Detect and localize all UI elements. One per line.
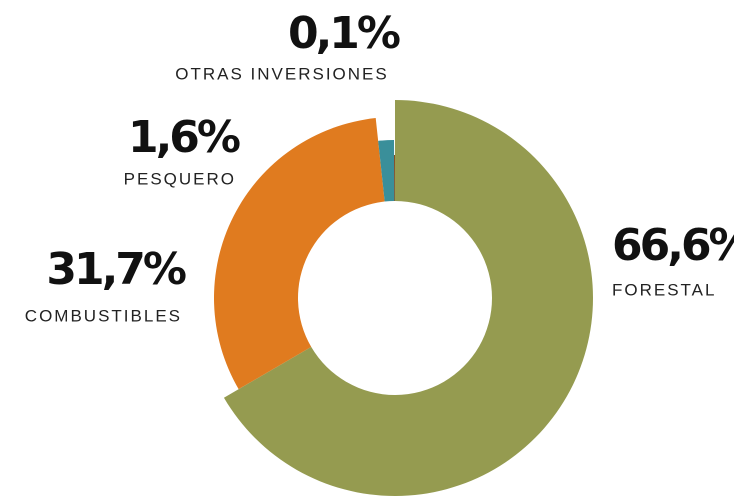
category-label: OTRAS INVERSIONES — [175, 64, 388, 83]
donut-segment — [223, 100, 593, 496]
category-label: COMBUSTIBLES — [25, 306, 182, 325]
category-label: FORESTAL — [612, 280, 716, 299]
value-label: 0,1% — [288, 8, 400, 59]
category-label: PESQUERO — [124, 169, 236, 188]
donut-segment — [378, 140, 395, 202]
value-label: 1,6% — [128, 112, 240, 163]
value-label: 66,6% — [612, 220, 734, 271]
donut-segment — [214, 118, 385, 390]
donut-segment — [394, 155, 395, 202]
value-label: 31,7% — [46, 244, 186, 295]
